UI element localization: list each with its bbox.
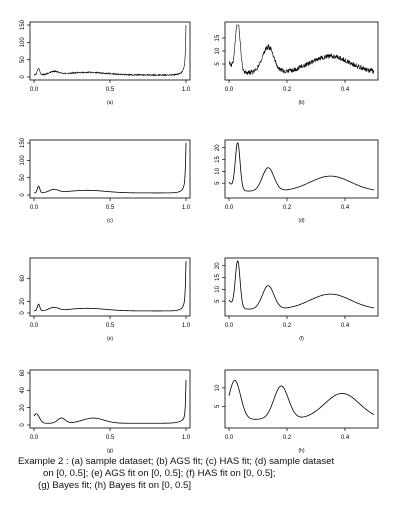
y-tick-label: 15 (215, 274, 221, 281)
y-tick-label: 150 (20, 19, 26, 30)
y-tick-label: 10 (215, 384, 221, 391)
x-tick-label: 0.4 (341, 87, 350, 93)
y-tick-label: 50 (20, 174, 26, 181)
series-line (33, 260, 187, 312)
y-tick-label: 20 (215, 262, 221, 269)
panel-g: 0.0 0.5 1.0 0 20 40 60 (g) (20, 369, 191, 454)
plot-frame (224, 139, 379, 199)
caption-line-1: Example 2 : (a) sample dataset; (b) AGS … (18, 456, 335, 467)
series-line (228, 142, 375, 192)
panel-label: (d) (298, 218, 304, 224)
plot-frame (224, 21, 379, 81)
plot-frame (224, 257, 379, 317)
series-line (228, 260, 375, 310)
panel-e: 0.0 0.5 1.0 0 20 60 (e) (20, 257, 191, 342)
panel-label: (f) (299, 336, 304, 342)
panel-label: (c) (107, 218, 113, 224)
panel-h: 0.0 0.2 0.4 5 10 (h) (215, 369, 379, 454)
panel-b: 0.0 0.2 0.4 5 10 15 (b) (215, 21, 379, 106)
y-tick-label: 15 (215, 34, 221, 41)
y-tick-label: 0 (20, 311, 26, 315)
plot-frame (224, 369, 379, 429)
panel-label: (h) (298, 448, 304, 454)
panel-label: (g) (107, 448, 113, 454)
series-line (228, 380, 375, 420)
y-tick-label: 20 (20, 297, 26, 304)
x-tick-label: 0.0 (225, 87, 234, 93)
panel-c: 0.0 0.5 1.0 0 50 100 150 (c) (20, 137, 191, 224)
x-tick-label: 0.0 (30, 435, 39, 441)
y-tick-label: 20 (215, 144, 221, 151)
caption-line-3: (g) Bayes fit; (h) Bayes fit on [0, 0.5] (38, 480, 192, 491)
y-tick-label: 100 (20, 155, 26, 166)
x-tick-label: 0.4 (341, 323, 350, 329)
y-tick-label: 5 (215, 181, 221, 185)
x-tick-label: 0.5 (106, 87, 115, 93)
y-tick-label: 0 (20, 423, 26, 427)
y-tick-label: 60 (20, 274, 26, 281)
figure-caption: Example 2 : (a) sample dataset; (b) AGS … (0, 456, 400, 492)
panel-a: 0.0 0.5 1.0 0 50 100 150 (a) (20, 19, 191, 106)
y-tick-label: 15 (215, 156, 221, 163)
x-tick-label: 0.2 (283, 87, 292, 93)
x-tick-label: 0.0 (225, 323, 234, 329)
x-tick-label: 0.0 (225, 435, 234, 441)
series-line (33, 24, 187, 77)
caption-line-2: on [0, 0.5]; (e) AGS fit on [0, 0.5]; (f… (43, 468, 276, 479)
y-tick-label: 60 (20, 369, 26, 376)
y-tick-label: 40 (20, 386, 26, 393)
x-tick-label: 0.2 (283, 205, 292, 211)
panel-f: 0.0 0.2 0.4 5 10 15 20 (f) (215, 257, 379, 342)
y-tick-label: 100 (20, 37, 26, 48)
x-tick-label: 0.4 (341, 435, 350, 441)
x-tick-label: 1.0 (182, 87, 191, 93)
y-tick-label: 5 (215, 299, 221, 303)
x-tick-label: 1.0 (182, 205, 191, 211)
x-tick-label: 0.0 (30, 87, 39, 93)
x-tick-label: 0.4 (341, 205, 350, 211)
x-tick-label: 0.5 (106, 205, 115, 211)
series-line (33, 142, 187, 194)
y-tick-label: 50 (20, 56, 26, 63)
x-tick-label: 0.2 (283, 323, 292, 329)
panel-d: 0.0 0.2 0.4 5 10 15 20 (d) (215, 139, 379, 224)
x-tick-label: 0.0 (30, 323, 39, 329)
x-tick-label: 1.0 (182, 435, 191, 441)
series-line (228, 24, 375, 76)
x-tick-label: 0.0 (30, 205, 39, 211)
x-tick-label: 1.0 (182, 323, 191, 329)
y-tick-label: 5 (215, 404, 221, 408)
y-tick-label: 10 (215, 167, 221, 174)
series-line (33, 379, 187, 424)
y-tick-label: 150 (20, 137, 26, 148)
plot-frame (29, 369, 191, 429)
y-tick-label: 20 (20, 404, 26, 411)
y-tick-label: 5 (215, 62, 221, 66)
x-tick-label: 0.5 (106, 435, 115, 441)
y-tick-label: 0 (20, 75, 26, 79)
panel-label: (a) (107, 100, 113, 106)
panel-label: (b) (298, 100, 304, 106)
x-tick-label: 0.0 (225, 205, 234, 211)
y-tick-label: 0 (20, 193, 26, 197)
y-tick-label: 10 (215, 47, 221, 54)
x-tick-label: 0.2 (283, 435, 292, 441)
x-tick-label: 0.5 (106, 323, 115, 329)
y-tick-label: 10 (215, 285, 221, 292)
panel-label: (e) (107, 336, 113, 342)
